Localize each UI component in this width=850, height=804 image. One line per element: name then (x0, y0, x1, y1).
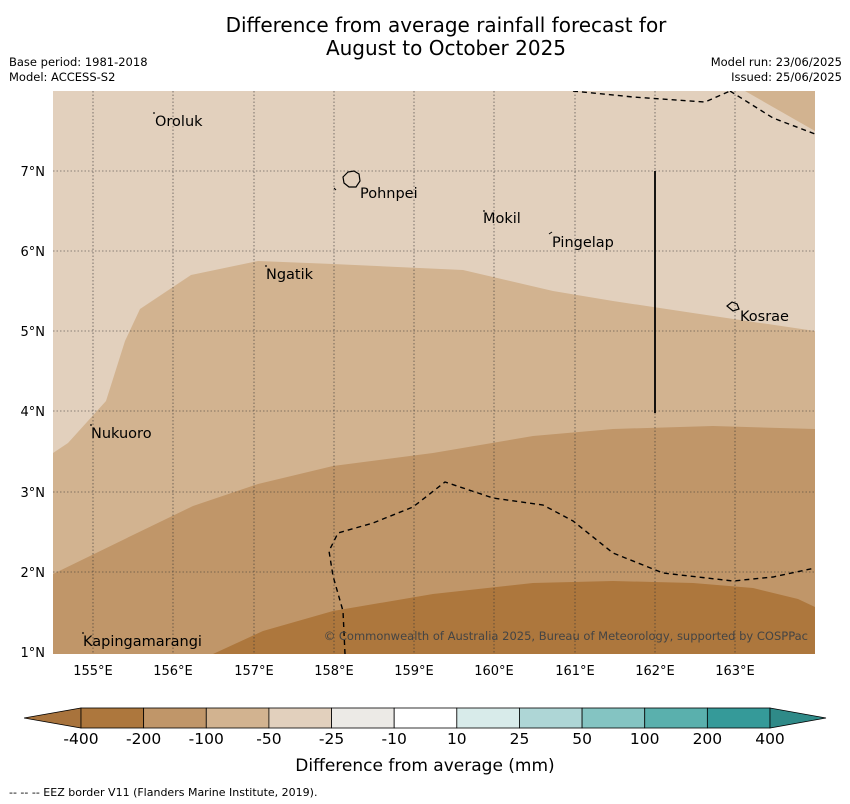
axis-labels: 155°E 156°E 157°E 158°E 159°E 160°E 161°… (21, 165, 755, 679)
kapingamarangi-atoll (82, 632, 84, 634)
colorbar-tick-label: -100 (188, 730, 224, 748)
zone-top-right (745, 91, 815, 131)
place-label-kapingamarangi: Kapingamarangi (83, 634, 202, 650)
lon-tick-157e: 157°E (234, 664, 274, 679)
graticule (53, 91, 815, 654)
colorbar-segment (644, 707, 708, 729)
colorbar-segment (331, 707, 395, 729)
lat-tick-6n: 6°N (21, 245, 46, 260)
zone-minus-200-to-minus-400 (213, 581, 815, 654)
nukuoro-atoll (90, 424, 92, 426)
colorbar-extend-high (769, 707, 827, 729)
model-run-text: Model run: 23/06/2025 (710, 55, 842, 69)
colorbar (24, 707, 827, 729)
mokil-atoll (483, 210, 485, 212)
lon-tick-160e: 160°E (474, 664, 514, 679)
ngatik-atoll (265, 265, 267, 267)
base-period-text: Base period: 1981-2018 (9, 55, 148, 69)
colorbar-segment (143, 707, 207, 729)
eez-footnote: -- -- -- EEZ border V11 (Flanders Marine… (9, 786, 318, 799)
colorbar-segment (519, 707, 583, 729)
colorbar-segments (24, 707, 827, 729)
place-label-ngatik: Ngatik (266, 267, 314, 283)
colorbar-segment (706, 707, 771, 729)
map-title: Difference from average rainfall forecas… (0, 14, 850, 60)
place-label-pingelap: Pingelap (552, 235, 614, 251)
place-label-kosrae: Kosrae (740, 309, 789, 325)
lon-tick-156e: 156°E (153, 664, 193, 679)
colorbar-tick-label: 200 (692, 730, 723, 748)
colorbar-segment (80, 707, 145, 729)
issued-text: Issued: 25/06/2025 (731, 70, 842, 84)
eez-border-top (572, 91, 731, 103)
colorbar-tick-label: -50 (256, 730, 282, 748)
lat-tick-2n: 2°N (21, 566, 46, 581)
place-label-oroluk: Oroluk (155, 114, 203, 130)
colorbar-tick-label: 10 (446, 730, 467, 748)
lat-tick-7n: 7°N (21, 165, 46, 180)
kosrae-island (726, 301, 740, 312)
colorbar-segment (456, 707, 520, 729)
colorbar-tick-label: 50 (572, 730, 592, 748)
colorbar-segment (393, 707, 458, 729)
lon-tick-158e: 158°E (314, 664, 354, 679)
lon-tick-161e: 161°E (555, 664, 595, 679)
colorbar-tick-label: 25 (509, 730, 530, 748)
colorbar-segment (205, 707, 270, 729)
meta-left: Base period: 1981-2018 Model: ACCESS-S2 (9, 55, 148, 85)
lat-tick-5n: 5°N (21, 325, 46, 340)
model-text: Model: ACCESS-S2 (9, 70, 116, 84)
lon-tick-162e: 162°E (635, 664, 675, 679)
colorbar-tick-label: -10 (381, 730, 407, 748)
eez-border-south (328, 481, 815, 654)
colorbar-tick-label: -400 (63, 730, 99, 748)
lat-tick-1n: 1°N (21, 646, 46, 661)
place-label-nukuoro: Nukuoro (91, 426, 152, 442)
lat-tick-3n: 3°N (21, 486, 46, 501)
oroluk-atoll (153, 112, 155, 114)
colorbar-segment (581, 707, 646, 729)
colorbar-tick-label: -200 (126, 730, 162, 748)
colorbar-tick-label: 400 (755, 730, 785, 748)
lon-tick-155e: 155°E (73, 664, 113, 679)
lat-tick-4n: 4°N (21, 405, 46, 420)
title-line-1: Difference from average rainfall forecas… (225, 13, 667, 37)
and-atoll (333, 187, 337, 191)
lon-tick-159e: 159°E (394, 664, 434, 679)
colorbar-title: Difference from average (mm) (295, 756, 555, 776)
place-label-mokil: Mokil (483, 211, 521, 227)
colorbar-extend-low (24, 707, 82, 729)
colorbar-segment (268, 707, 332, 729)
lon-tick-163e: 163°E (715, 664, 755, 679)
eez-borders (328, 91, 815, 654)
meta-right: Model run: 23/06/2025 Issued: 25/06/2025 (711, 55, 842, 85)
copyright-text: © Commonwealth of Australia 2025, Bureau… (324, 629, 808, 643)
pohnpei-island (342, 170, 361, 188)
pingelap-atoll (548, 231, 553, 235)
rainfall-map: Oroluk Pohnpei Mokil Pingelap Ngatik Kos… (53, 91, 815, 654)
colorbar-tick-label: 100 (629, 730, 660, 748)
colorbar-tick-label: -25 (318, 730, 345, 748)
place-label-pohnpei: Pohnpei (360, 186, 418, 202)
title-line-2: August to October 2025 (325, 36, 567, 60)
